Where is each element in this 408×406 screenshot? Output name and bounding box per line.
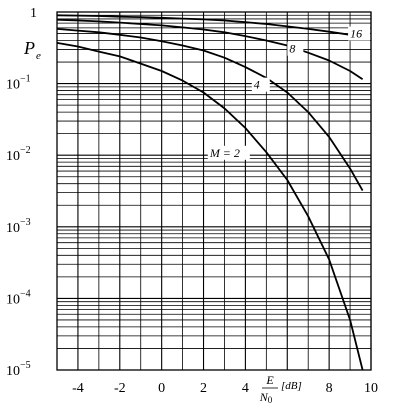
series-label-bg: [207, 145, 250, 160]
series-line: [56, 42, 364, 371]
vertical-gridlines: [56, 12, 372, 370]
y-tick-label: 1: [30, 6, 37, 21]
y-tick-label: 10−5: [6, 360, 31, 379]
series-label-bg: [251, 77, 270, 92]
series-labels: M = 2 4 8 16: [207, 26, 371, 160]
x-axis-label-den-sub: 0: [268, 395, 273, 405]
x-tick-label: 10: [364, 381, 378, 396]
x-tick-label: 0: [158, 381, 165, 396]
x-tick-label: -4: [72, 381, 84, 396]
series-line: [56, 28, 364, 192]
horizontal-gridlines: [57, 14, 371, 371]
y-tick-label: 10−2: [6, 145, 31, 164]
x-tick-label: 4: [242, 381, 249, 396]
y-tick-label: 10−4: [6, 288, 31, 307]
y-axis-label-sub: e: [36, 50, 41, 62]
series-label: 8: [289, 42, 295, 56]
y-tick-label: 10−1: [6, 74, 31, 93]
x-tick-label: 2: [200, 381, 207, 396]
x-axis-label-den-main: N: [259, 390, 269, 404]
y-axis-label-main: P: [23, 38, 35, 58]
x-axis-label-numerator: E: [265, 373, 274, 387]
plot-frame: [56, 11, 372, 371]
series-label-bg: [287, 41, 304, 56]
series-line: [56, 14, 363, 37]
series-lines: [56, 14, 364, 371]
y-tick-labels: 1 10−1 10−2 10−3 10−4 10−5: [6, 6, 37, 379]
y-axis-label: Pe: [23, 38, 41, 62]
series-line: [56, 18, 364, 81]
x-axis-label: E N0 [dB]: [256, 372, 306, 405]
y-tick-label: 10−3: [6, 217, 31, 236]
x-axis-label-unit: [dB]: [281, 380, 302, 392]
x-tick-label: 8: [326, 381, 333, 396]
x-tick-label: -2: [114, 381, 126, 396]
x-tick-labels: -4 -2 0 2 4 8 10: [72, 381, 378, 396]
series-label-bg: [348, 26, 371, 41]
series-label: M = 2: [209, 146, 240, 160]
series-label: 16: [350, 27, 362, 41]
x-axis-label-denominator: N0: [259, 390, 273, 405]
series-label: 4: [254, 78, 260, 92]
